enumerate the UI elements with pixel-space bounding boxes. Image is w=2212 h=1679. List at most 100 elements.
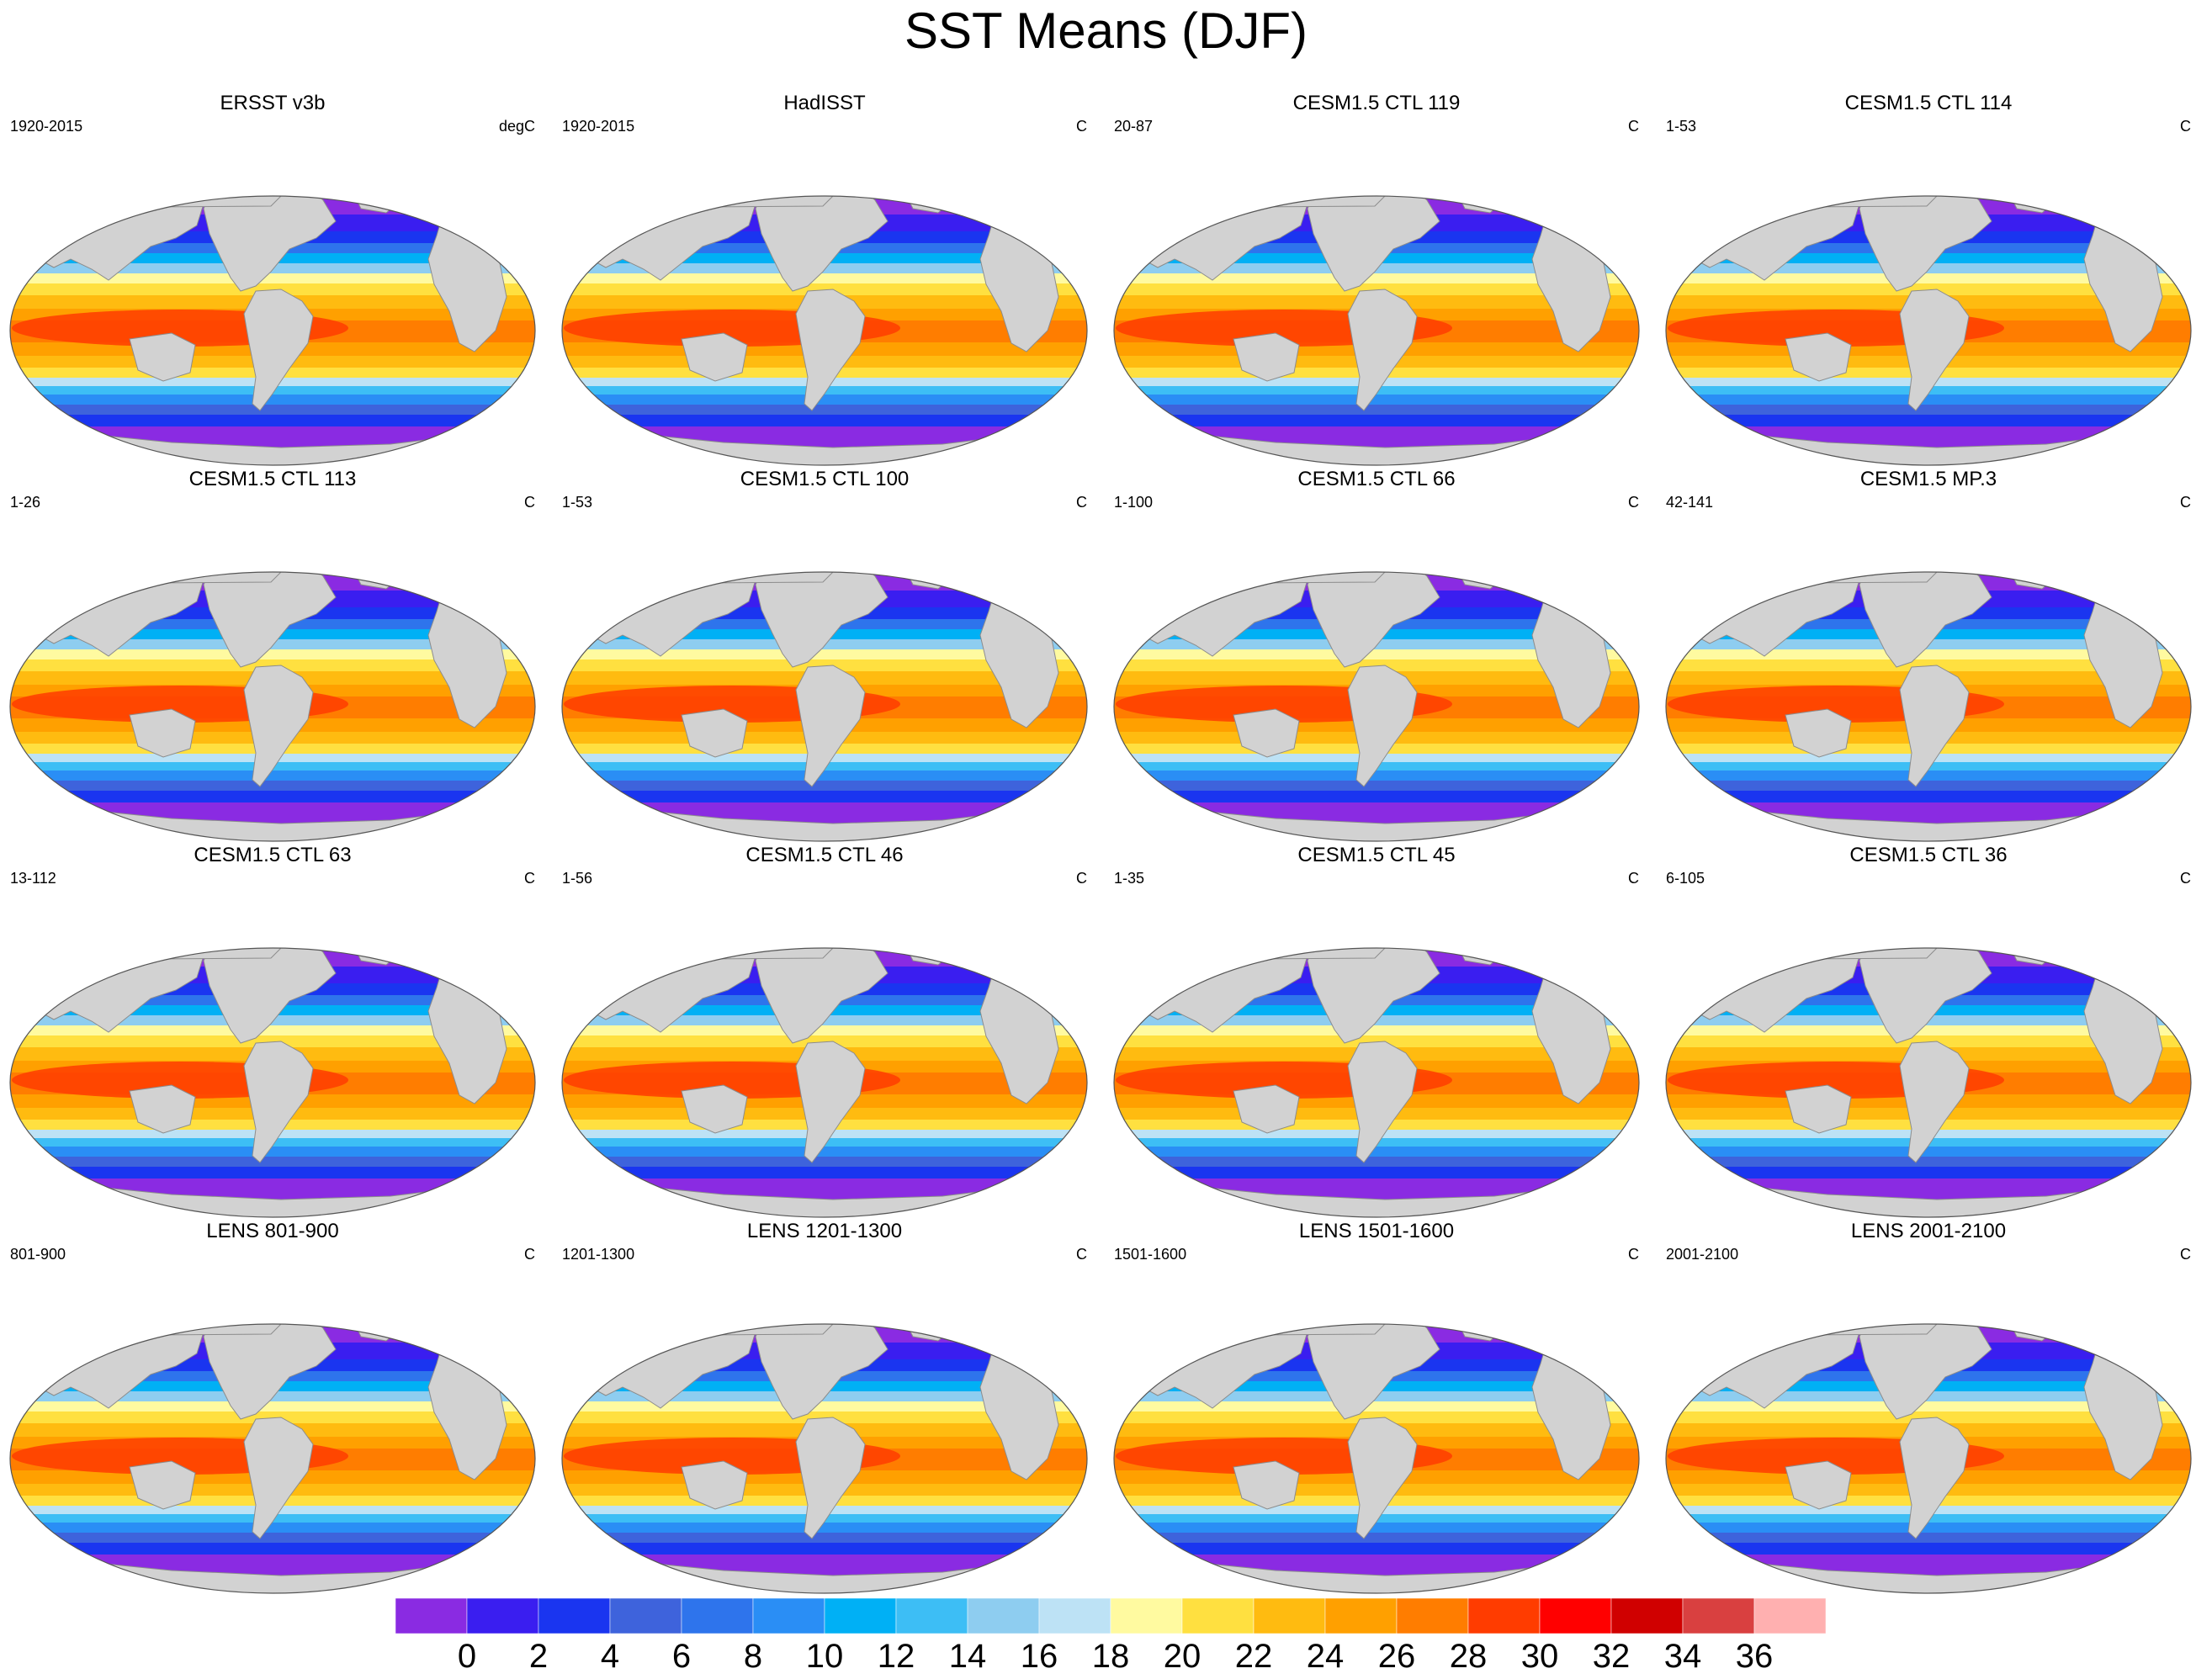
sst-band	[578, 1025, 1071, 1035]
colorbar-swatch	[681, 1598, 754, 1634]
panel-title: LENS 1501-1600	[1298, 1220, 1455, 1242]
panel-years: 1201-1300	[562, 1246, 635, 1263]
sst-band	[19, 1035, 527, 1047]
sst-band	[1723, 1167, 2134, 1178]
sst-map	[1113, 571, 1640, 842]
land-americasS	[1347, 289, 1418, 411]
land-americasS	[795, 1417, 866, 1539]
sst-map	[9, 947, 536, 1218]
sst-band	[578, 1401, 1071, 1412]
land-americasN	[203, 196, 337, 292]
colorbar-tick-label: 12	[877, 1638, 915, 1675]
sst-band	[570, 283, 1079, 295]
land-americasS	[1899, 1417, 1970, 1539]
colorbar-tick-label: 4	[600, 1638, 620, 1675]
panel-title: CESM1.5 CTL 119	[1292, 92, 1461, 114]
land-americasN	[1859, 948, 1992, 1044]
map-panel: CESM1.5 CTL 100 1-53 C	[555, 467, 1094, 850]
land-americasN	[203, 1324, 337, 1420]
land-americasN	[1307, 948, 1440, 1044]
sst-band	[1122, 1412, 1631, 1423]
panel-units: C	[524, 870, 535, 887]
map-border	[561, 195, 1088, 466]
land-americasN	[755, 196, 889, 292]
sst-band	[1674, 1035, 2183, 1047]
sst-band	[19, 283, 527, 295]
colorbar-swatch	[824, 1598, 897, 1634]
sst-band	[1674, 659, 2183, 671]
land-australia	[1233, 708, 1300, 758]
sst-map	[9, 1323, 536, 1594]
map-panel: CESM1.5 CTL 114 1-53 C	[1659, 91, 2198, 474]
sst-band	[41, 1147, 504, 1157]
land-americasN	[1307, 196, 1440, 292]
sst-band	[1709, 1533, 2148, 1543]
colorbar-swatch	[752, 1598, 825, 1634]
colorbar-tick-label: 2	[528, 1638, 549, 1675]
map-panel: HadISST 1920-2015 C	[555, 91, 1094, 474]
sst-band	[1697, 771, 2160, 781]
colorbar-swatch	[395, 1598, 468, 1634]
map-panel: LENS 1501-1600 1501-1600 C	[1107, 1219, 1646, 1602]
land-americasS	[243, 1041, 314, 1163]
land-arctic	[1240, 1324, 1387, 1336]
map-border	[1113, 947, 1640, 1218]
land-australia	[129, 332, 196, 382]
sst-map	[1113, 195, 1640, 466]
panel-title: CESM1.5 CTL 66	[1297, 468, 1456, 490]
map-border	[561, 571, 1088, 842]
sst-band	[1157, 1157, 1596, 1167]
panel-title: CESM1.5 MP.3	[1859, 468, 1997, 490]
sst-band	[570, 659, 1079, 671]
colorbar-tick-label: 30	[1520, 1638, 1559, 1675]
sst-band	[19, 659, 527, 671]
map-panel: LENS 801-900 801-900 C	[3, 1219, 542, 1602]
panel-years: 1920-2015	[10, 118, 83, 135]
sst-band	[53, 1533, 492, 1543]
panel-years: 1501-1600	[1114, 1246, 1187, 1263]
map-border	[1113, 195, 1640, 466]
land-arctic	[1240, 196, 1387, 208]
land-arctic	[1792, 572, 1939, 584]
panel-title: LENS 801-900	[206, 1220, 339, 1242]
land-arctic	[136, 948, 283, 960]
land-americasS	[795, 289, 866, 411]
colorbar-tick-labels: 0 2 4 6 8 10 12 14 16 18 20 22 24 26 28 30 32 34 36	[0, 1636, 2212, 1678]
panel-title: CESM1.5 CTL 46	[745, 844, 904, 866]
colorbar-swatch	[967, 1598, 1040, 1634]
land-arctic	[136, 1324, 283, 1336]
colorbar-swatch	[1253, 1598, 1326, 1634]
sst-band	[41, 395, 504, 405]
sst-band	[1145, 771, 1608, 781]
sst-band	[1723, 791, 2134, 802]
sst-band	[26, 649, 519, 659]
sst-band	[1122, 283, 1631, 295]
sst-band	[26, 1025, 519, 1035]
sst-band	[570, 1035, 1079, 1047]
colorbar-tick-label: 28	[1449, 1638, 1488, 1675]
land-australia	[129, 708, 196, 758]
panel-title: CESM1.5 CTL 100	[740, 468, 910, 490]
sst-band	[41, 771, 504, 781]
colorbar-tick-label: 10	[805, 1638, 844, 1675]
sst-band	[1682, 649, 2175, 659]
map-panel: CESM1.5 MP.3 42-141 C	[1659, 467, 2198, 850]
sst-band	[26, 273, 519, 283]
land-americasS	[795, 1041, 866, 1163]
panel-years: 1-35	[1114, 870, 1145, 887]
colorbar-tick-label: 16	[1020, 1638, 1058, 1675]
map-panel: LENS 1201-1300 1201-1300 C	[555, 1219, 1094, 1602]
panel-units: C	[1628, 118, 1639, 135]
sst-band	[26, 1401, 519, 1412]
sst-band	[1709, 405, 2148, 415]
colorbar-tick-label: 8	[743, 1638, 763, 1675]
panel-units: C	[524, 494, 535, 511]
sst-band	[1130, 1401, 1623, 1412]
panel-years: 1-53	[562, 494, 593, 511]
panel-units: C	[2180, 494, 2191, 511]
sst-band	[593, 1523, 1056, 1533]
sst-band	[605, 1533, 1044, 1543]
sst-band	[1130, 649, 1623, 659]
land-australia	[681, 1460, 748, 1510]
land-arctic	[136, 572, 283, 584]
